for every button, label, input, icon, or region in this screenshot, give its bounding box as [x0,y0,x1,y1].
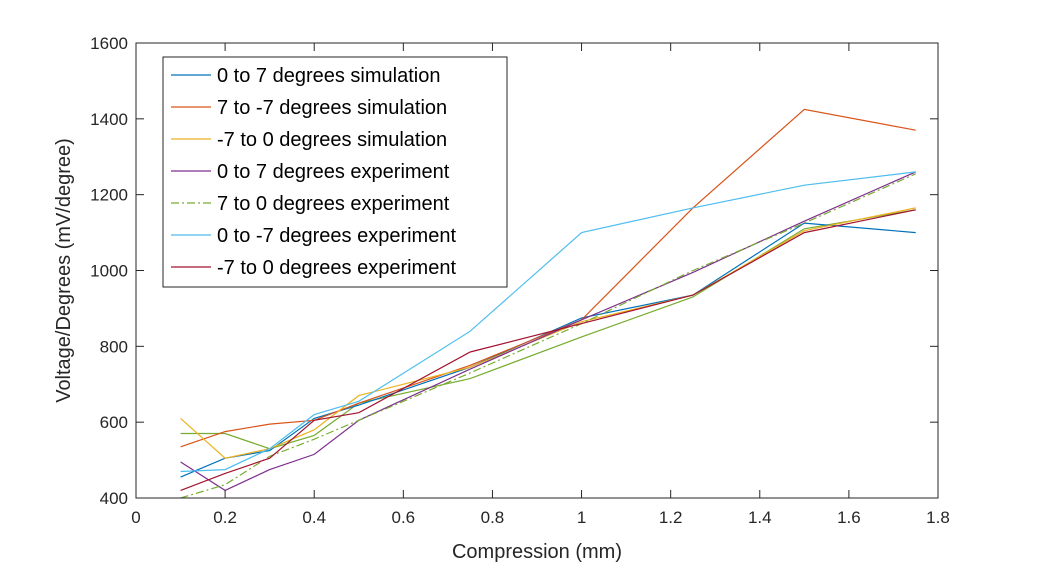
tick-layer: 0 0.2 0.4 0.6 0.8 1 1.2 1.4 1.6 1.8 400 600 800 1000 1… [90,34,950,527]
series-line-0 [180,222,916,478]
series-line-2 [180,207,916,459]
y-tick-label: 400 [100,489,128,508]
x-axis-title: Compression (mm) [452,541,622,563]
series-line-6 [180,209,916,491]
y-tick-label: 1200 [90,186,128,205]
legend: 0 to 7 degrees simulation 7 to -7 degrees… [162,56,508,288]
y-tick-label: 800 [100,337,128,356]
legend-label: 7 to -7 degrees simulation [217,97,447,119]
series-line-5 [180,171,916,473]
y-axis-title: Voltage/Degrees (mV/degree) [53,138,75,403]
legend-label: 7 to 0 degrees experiment [217,193,450,215]
x-tick-label: 0.8 [481,508,505,527]
legend-label: -7 to 0 degrees experiment [217,257,456,279]
x-tick-label: 1 [577,508,586,527]
x-tick-label: 0.2 [213,508,237,527]
legend-box [162,56,508,288]
legend-label: -7 to 0 degrees simulation [217,129,447,151]
legend-label: 0 to -7 degrees experiment [217,225,456,247]
legend-label: 0 to 7 degrees simulation [217,65,440,87]
x-tick-label: 0.4 [302,508,326,527]
x-tick-label: 0 [131,508,140,527]
x-tick-label: 0.6 [392,508,416,527]
y-tick-label: 600 [100,413,128,432]
series-line-1 [180,108,916,448]
series-line-3 [180,171,916,492]
series-layer [180,108,916,499]
y-tick-label: 1400 [90,110,128,129]
x-tick-label: 1.8 [926,508,950,527]
x-tick-label: 1.4 [748,508,772,527]
y-tick-label: 1600 [90,34,128,53]
y-tick-label: 1000 [90,262,128,281]
x-tick-label: 1.6 [837,508,861,527]
x-tick-label: 1.2 [659,508,683,527]
legend-label: 0 to 7 degrees experiment [217,161,450,183]
